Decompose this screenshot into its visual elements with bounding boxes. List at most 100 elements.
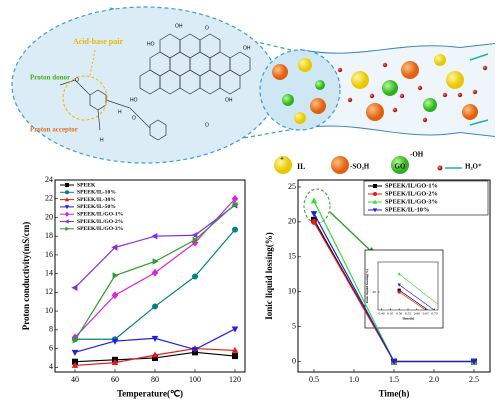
marker: [152, 303, 158, 310]
x-tick-label: 0.60: [414, 311, 420, 315]
atom-label: O: [75, 77, 79, 83]
series-line: [75, 229, 236, 340]
marker: [231, 346, 239, 353]
y-tick-label: 12: [45, 287, 53, 296]
marker: [111, 359, 119, 366]
x-tick-label: 100: [189, 375, 201, 384]
atom-label: H: [100, 137, 104, 143]
legend-marker: [372, 199, 378, 204]
marker: [310, 197, 318, 204]
x-tick-label: 0.70: [431, 311, 437, 315]
marker: [231, 194, 239, 203]
marker: [152, 354, 158, 361]
atom-label: HO: [147, 41, 155, 47]
x-tick-label: 1.0: [349, 375, 359, 384]
legend-marker: [64, 197, 70, 202]
marker: [111, 244, 118, 251]
legend-label: SPEEK/IL-50%: [77, 204, 116, 210]
legend-label: SPEEK/IL-10%: [77, 190, 116, 196]
y-tick-label: 15: [288, 252, 296, 261]
legend-marker: [373, 192, 377, 196]
legend-label: +: [280, 155, 284, 163]
marker: [191, 347, 199, 354]
atom-label: O: [205, 25, 209, 31]
x-tick-label: 80: [151, 375, 159, 384]
y-axis-title: Proton conductivity(mS/cm): [21, 222, 31, 331]
legend-label: SPEEK/IL/GO-2%: [385, 190, 438, 197]
x-tick-label: 0.5: [309, 375, 319, 384]
y-tick-label: 20: [288, 217, 296, 226]
y-tick-label: 8: [49, 325, 53, 334]
marker: [112, 272, 119, 279]
marker: [232, 201, 239, 208]
atom-label: OH: [243, 45, 251, 51]
y-tick-label: 22: [45, 194, 53, 203]
x-tick-label: 120: [229, 375, 241, 384]
y-tick-label: 18: [45, 231, 53, 240]
y-tick-label: 24: [45, 175, 53, 184]
legend-label: SPEEK/IL-10%: [385, 206, 429, 213]
atom-label: H: [118, 109, 122, 115]
y-tick-label: 0: [292, 356, 296, 365]
marker: [311, 218, 317, 225]
y-tick-label: 4: [49, 362, 53, 371]
marker: [71, 284, 78, 292]
atom-label: O: [205, 122, 209, 128]
x-axis-title: Time(h): [379, 389, 410, 399]
legend-marker: [64, 205, 70, 210]
x-tick-label: 40: [71, 375, 79, 384]
x-tick-label: 1.5: [389, 375, 399, 384]
marker: [71, 349, 79, 356]
legend-label: IL: [297, 162, 305, 171]
marker: [192, 273, 198, 280]
x-tick-label: 60: [111, 375, 119, 384]
x-tick-label: 2.0: [429, 375, 439, 384]
x-tick-label: 0.40: [378, 311, 384, 315]
y-tick-label: 10: [288, 287, 296, 296]
legend-label: -OH: [410, 151, 424, 159]
marker: [232, 226, 238, 233]
legend-label: SPEEK/IL-30%: [77, 197, 116, 203]
y-tick-label: 5: [292, 321, 296, 330]
marker: [397, 290, 401, 294]
label: Acid-base pair: [73, 37, 123, 46]
x-tick-label: 0.50: [396, 311, 402, 315]
legend-marker: [373, 184, 377, 188]
legend-box: [363, 180, 489, 216]
legend-label: SPEEK/IL/GO-1%: [385, 182, 438, 189]
legend-marker: [64, 219, 69, 224]
y-tick-label: 25: [288, 182, 296, 191]
marker: [310, 211, 318, 218]
legend-marker: [64, 211, 70, 217]
legend-label: SPEEK/IL/GO-1%: [77, 211, 124, 217]
y-axis-title: Ionic liquid lossing(%): [365, 268, 369, 303]
x-axis-title: Time(h): [402, 317, 415, 321]
marker: [71, 361, 79, 368]
legend-marker: [65, 190, 69, 195]
plot-frame: [54, 179, 246, 373]
y-tick-label: 10: [45, 306, 53, 315]
marker: [152, 258, 159, 265]
marker: [111, 291, 119, 300]
marker: [151, 232, 158, 240]
legend-label: SPEEK/IL/GO-3%: [77, 226, 124, 232]
atom-label: HO: [130, 97, 138, 103]
legend-label: SPEEK: [77, 182, 96, 188]
label: Proton acceptor: [30, 126, 78, 134]
y-tick-label: 14: [45, 268, 53, 277]
marker: [231, 326, 239, 333]
y-tick-label: 20: [373, 290, 377, 294]
legend-label: GO: [395, 163, 406, 171]
marker: [151, 268, 159, 277]
x-tick-label: 0.45: [387, 311, 393, 315]
marker: [192, 236, 199, 244]
y-tick-label: 16: [45, 250, 53, 259]
legend-label: -SO₃H: [350, 163, 370, 171]
marker: [232, 353, 238, 360]
x-tick-label: 0.65: [423, 311, 429, 315]
y-tick-label: 6: [49, 343, 53, 352]
marker: [151, 335, 159, 342]
y-axis-title: Ionic liquid lossing(%): [264, 232, 274, 320]
legend-label: SPEEK/IL/GO-2%: [77, 219, 124, 225]
